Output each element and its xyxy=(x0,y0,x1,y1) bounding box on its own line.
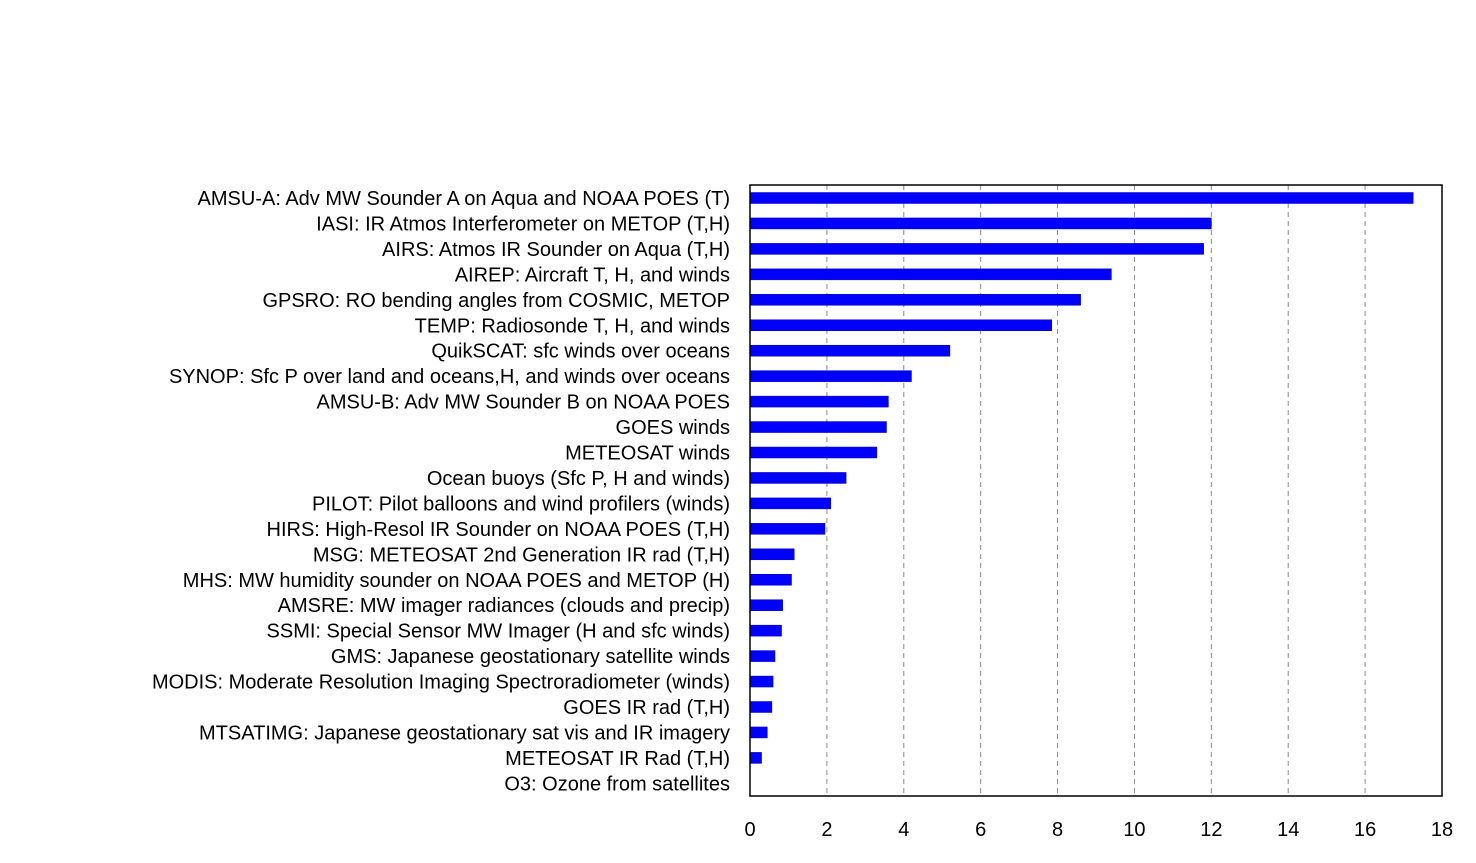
bar xyxy=(749,421,887,433)
category-label: GMS: Japanese geostationary satellite wi… xyxy=(331,646,730,668)
category-label: MTSATIMG: Japanese geostationary sat vis… xyxy=(199,722,730,744)
bar xyxy=(749,370,912,382)
bar xyxy=(749,701,773,713)
category-label: QuikSCAT: sfc winds over oceans xyxy=(431,341,730,363)
bar xyxy=(749,319,1053,331)
category-labels: AMSU-A: Adv MW Sounder A on Aqua and NOA… xyxy=(152,188,730,795)
plot-area-frame xyxy=(749,184,1443,797)
category-label: GPSRO: RO bending angles from COSMIC, ME… xyxy=(262,290,730,312)
bar xyxy=(749,344,951,357)
bar xyxy=(749,523,826,535)
x-tick-label: 18 xyxy=(1431,819,1453,841)
category-label: GOES IR rad (T,H) xyxy=(563,697,730,719)
bar xyxy=(749,574,792,586)
x-tick-label: 16 xyxy=(1354,819,1376,841)
bar xyxy=(749,675,774,688)
bar xyxy=(749,217,1212,230)
category-label: AIRS: Atmos IR Sounder on Aqua (T,H) xyxy=(382,239,730,261)
category-label: Ocean buoys (Sfc P, H and winds) xyxy=(427,468,730,490)
category-label: AIREP: Aircraft T, H, and winds xyxy=(455,264,730,286)
category-label: MHS: MW humidity sounder on NOAA POES an… xyxy=(183,570,730,592)
bar xyxy=(749,726,768,739)
bar xyxy=(749,599,783,611)
x-tick-label: 4 xyxy=(898,819,909,841)
bar xyxy=(749,268,1112,281)
bar xyxy=(749,395,889,408)
x-tick-label: 2 xyxy=(821,819,832,841)
bar xyxy=(749,472,847,484)
bar xyxy=(749,650,776,662)
bar xyxy=(749,192,1414,204)
bar xyxy=(749,294,1081,306)
x-tick-label: 8 xyxy=(1052,819,1063,841)
x-tick-label: 14 xyxy=(1277,819,1299,841)
bar xyxy=(749,624,782,637)
bar xyxy=(749,548,795,561)
category-label: SYNOP: Sfc P over land and oceans,H, and… xyxy=(169,366,730,388)
category-label: GOES winds xyxy=(616,417,730,439)
bar xyxy=(749,243,1204,255)
category-label: MODIS: Moderate Resolution Imaging Spect… xyxy=(152,672,730,694)
category-label: IASI: IR Atmos Interferometer on METOP (… xyxy=(316,213,730,235)
category-label: AMSRE: MW imager radiances (clouds and p… xyxy=(278,595,730,617)
category-label: MSG: METEOSAT 2nd Generation IR rad (T,H… xyxy=(313,544,730,566)
category-label: METEOSAT winds xyxy=(565,443,730,465)
category-label: TEMP: Radiosonde T, H, and winds xyxy=(415,315,730,337)
bars xyxy=(749,192,1414,764)
category-label: METEOSAT IR Rad (T,H) xyxy=(505,748,730,770)
gridlines xyxy=(826,185,1366,796)
category-label: AMSU-B: Adv MW Sounder B on NOAA POES xyxy=(317,392,731,414)
bar xyxy=(749,752,762,764)
category-label: PILOT: Pilot balloons and wind profilers… xyxy=(312,493,730,515)
x-axis-tick-labels: 0 2 4 6 8 10 12 14 16 18 xyxy=(744,819,1453,841)
x-tick-label: 6 xyxy=(975,819,986,841)
x-tick-label: 10 xyxy=(1123,819,1145,841)
category-label: SSMI: Special Sensor MW Imager (H and sf… xyxy=(267,621,730,643)
bar xyxy=(749,446,878,459)
category-label: AMSU-A: Adv MW Sounder A on Aqua and NOA… xyxy=(198,188,730,210)
bar xyxy=(749,497,831,510)
category-label: O3: Ozone from satellites xyxy=(504,773,730,795)
x-tick-label: 0 xyxy=(744,819,755,841)
category-label: HIRS: High-Resol IR Sounder on NOAA POES… xyxy=(267,519,731,541)
x-tick-label: 12 xyxy=(1200,819,1222,841)
